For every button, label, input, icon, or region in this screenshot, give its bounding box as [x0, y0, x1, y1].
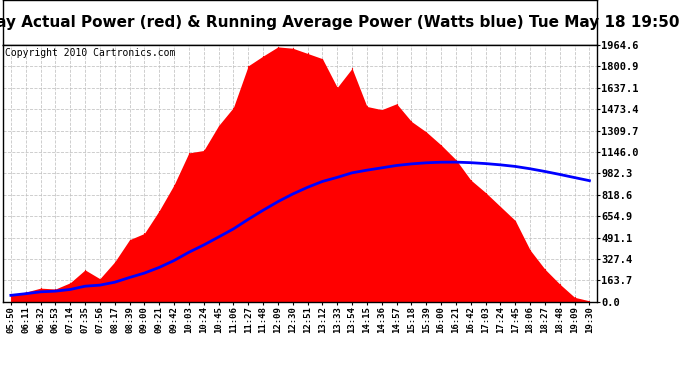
Text: Copyright 2010 Cartronics.com: Copyright 2010 Cartronics.com: [5, 48, 175, 58]
Text: West Array Actual Power (red) & Running Average Power (Watts blue) Tue May 18 19: West Array Actual Power (red) & Running …: [0, 15, 680, 30]
